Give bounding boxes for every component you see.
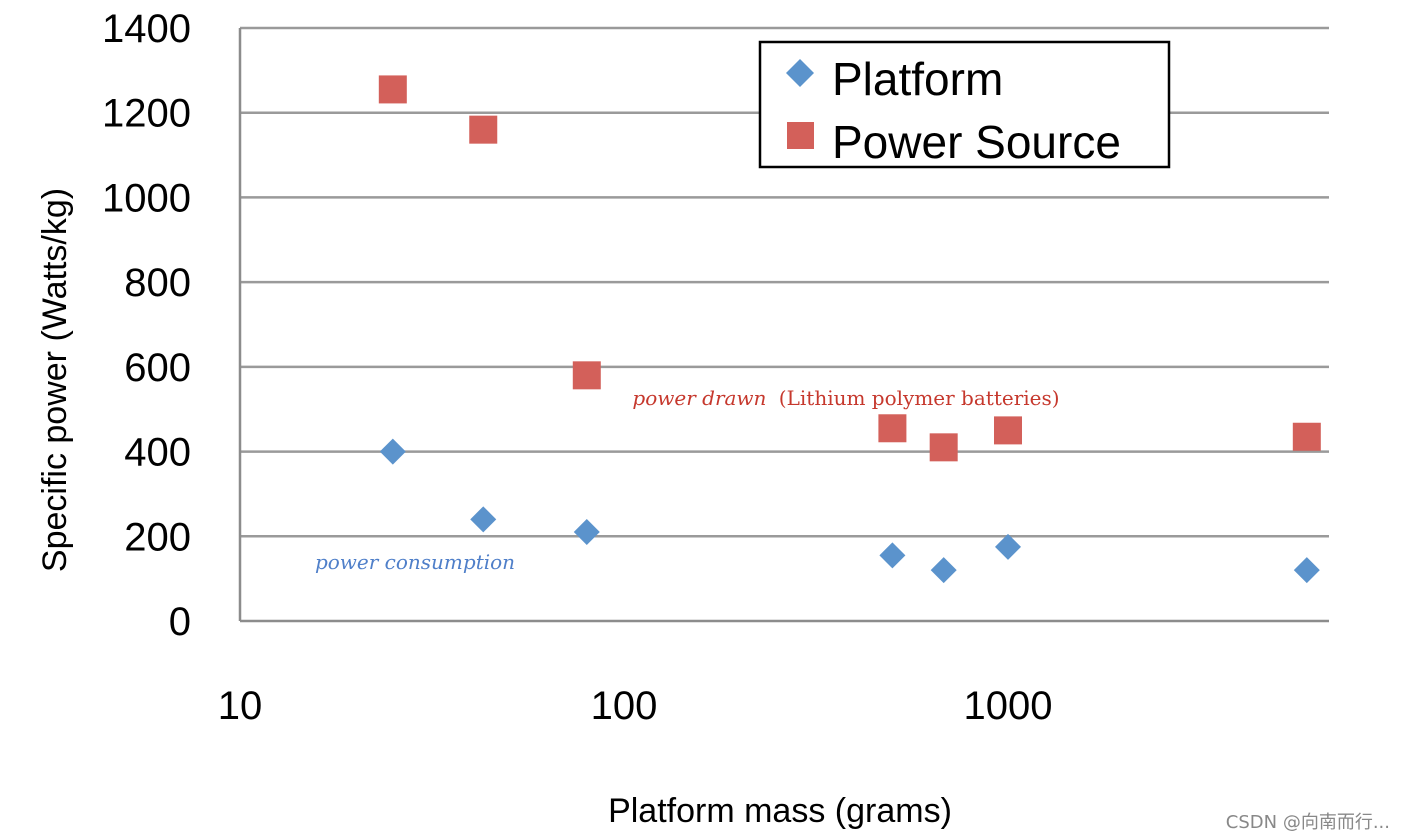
legend-marker-power-source [787, 122, 814, 149]
annotation-power-drawn: power drawn (Lithium polymer batteries) [632, 386, 1059, 410]
y-tick-label: 800 [124, 261, 191, 305]
x-tick-label: 1000 [964, 684, 1053, 728]
x-axis-title: Platform mass (grams) [608, 792, 952, 830]
power-source-point [1292, 422, 1321, 451]
watermark: CSDN @向南而行... [1226, 812, 1390, 833]
platform-point [879, 542, 906, 569]
platform-point [470, 506, 497, 533]
y-tick-label: 400 [124, 431, 191, 475]
legend-label-platform: Platform [832, 53, 1003, 105]
data-points [378, 75, 1321, 584]
annotation-power-consumption: power consumption [315, 550, 515, 574]
grid-lines [240, 26, 1329, 623]
y-tick-labels: 0 200 400 600 800 1000 1200 1400 [102, 7, 191, 644]
y-tick-label: 600 [124, 346, 191, 390]
y-tick-label: 200 [124, 515, 191, 559]
annotation-power-drawn-rest: (Lithium polymer batteries) [779, 386, 1060, 410]
legend-marker-platform [786, 59, 814, 87]
legend-label-power-source: Power Source [832, 116, 1121, 168]
platform-point [573, 519, 600, 546]
power-source-point [378, 75, 407, 104]
y-tick-label: 1200 [102, 92, 191, 136]
y-tick-label: 1000 [102, 176, 191, 220]
legend-box [758, 40, 1171, 169]
power-source-point [878, 414, 907, 443]
platform-point [379, 438, 406, 465]
y-axis-title: Specific power (Watts/kg) [36, 188, 74, 572]
x-tick-labels: 10 100 1000 [218, 684, 1053, 728]
annotation-power-drawn-italic: power drawn [632, 386, 766, 410]
power-source-point [994, 416, 1022, 445]
power-source-point [572, 361, 601, 390]
platform-point [1293, 557, 1320, 584]
power-source-point [469, 115, 498, 144]
legend: Platform Power Source [758, 40, 1171, 169]
y-tick-label: 0 [169, 600, 191, 644]
platform-point [930, 557, 957, 584]
x-tick-label: 10 [218, 684, 263, 728]
y-tick-label: 1400 [102, 7, 191, 51]
platform-point [995, 533, 1021, 560]
x-tick-label: 100 [591, 684, 658, 728]
power-source-point [929, 433, 958, 462]
